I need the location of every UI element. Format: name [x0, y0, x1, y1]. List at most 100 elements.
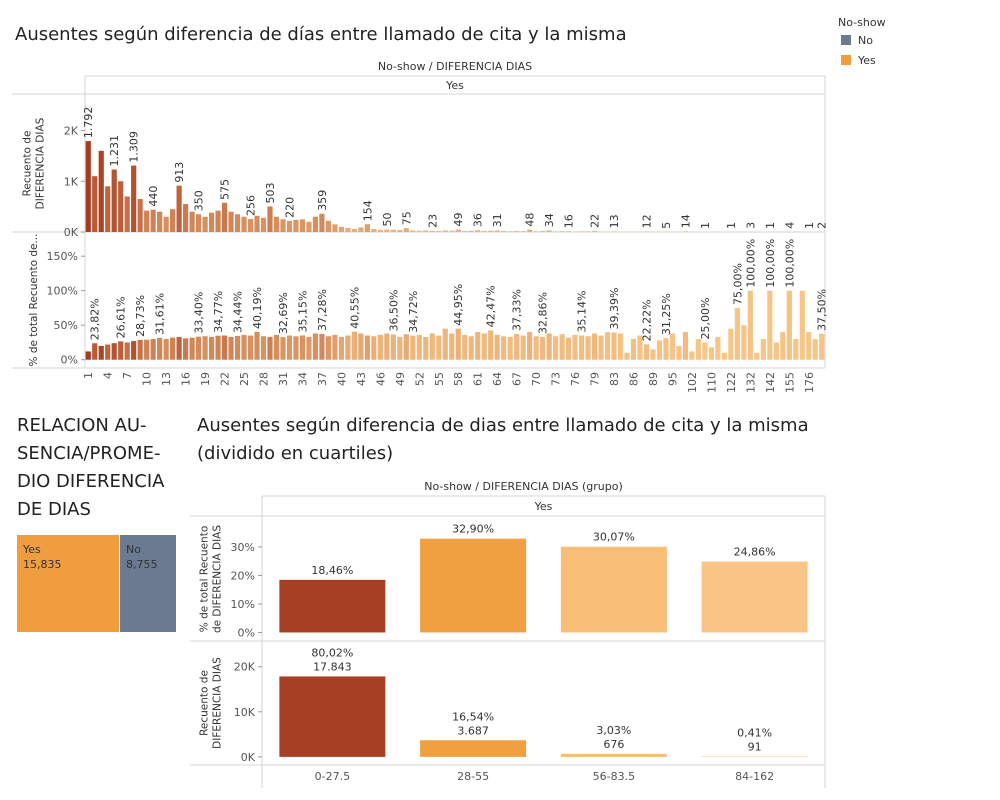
chart-title: RELACION AU-	[17, 415, 147, 436]
data-label: 503	[264, 182, 277, 203]
y-axis-label: DIFERENCIA DIAS	[35, 117, 47, 209]
data-label: 17.843	[313, 660, 352, 673]
data-label: 256	[245, 195, 258, 216]
bar	[591, 230, 598, 232]
x-tick-label: 0-27.5	[315, 770, 350, 783]
bar	[598, 231, 604, 232]
bar	[420, 538, 527, 633]
bar	[371, 228, 377, 232]
bar	[514, 333, 520, 360]
bar	[221, 202, 228, 232]
data-label: 49	[452, 213, 465, 227]
bar	[384, 333, 390, 360]
bar	[617, 333, 624, 360]
x-tick-label: 25	[238, 372, 251, 386]
data-label: 75,00%	[731, 263, 744, 305]
bar	[183, 204, 189, 232]
bar	[780, 332, 786, 360]
bar	[546, 333, 552, 360]
bar	[442, 328, 448, 360]
bar	[507, 336, 513, 360]
bar	[488, 230, 494, 232]
x-tick-label: 142	[764, 372, 777, 393]
y-axis-label: de DIFERENCIA DIAS	[212, 525, 224, 633]
bar	[560, 753, 667, 757]
bar	[721, 352, 727, 360]
bar	[553, 231, 559, 232]
bar	[280, 337, 286, 360]
bar	[189, 211, 195, 232]
data-label: 100,00%	[744, 239, 757, 288]
data-label: 22	[589, 214, 602, 228]
bar	[578, 335, 585, 360]
bar	[423, 336, 429, 360]
y-tick-label: 10K	[234, 706, 256, 719]
bar	[144, 339, 150, 360]
legend-title: No-show	[838, 16, 886, 29]
data-label: 0,41%	[737, 726, 772, 739]
data-label: 40,55%	[348, 287, 361, 329]
x-tick-label: 122	[725, 372, 738, 393]
data-label: 16,54%	[452, 710, 494, 723]
bar	[208, 212, 215, 232]
bar	[559, 231, 565, 232]
bar	[494, 230, 500, 232]
bar	[572, 334, 578, 360]
data-label: 25,00%	[699, 298, 712, 340]
data-label: 37,50%	[816, 289, 829, 331]
bar	[754, 352, 760, 360]
bar	[630, 339, 637, 360]
data-label: 33,40%	[193, 292, 206, 334]
x-tick-label: 37	[316, 372, 329, 386]
bar	[540, 230, 546, 232]
y-tick-label: 50%	[54, 319, 78, 332]
bar	[403, 334, 409, 360]
data-label: 35,14%	[576, 291, 589, 333]
bar	[397, 336, 403, 360]
bar	[345, 335, 351, 360]
bar	[234, 335, 241, 360]
bar	[520, 231, 526, 232]
bar	[364, 335, 370, 360]
data-label: 5	[660, 222, 673, 229]
data-label: 100,00%	[783, 239, 796, 288]
y-tick-label: 10%	[231, 598, 255, 611]
data-label: 154	[361, 200, 374, 221]
bar	[397, 229, 403, 232]
header: No-show / DIFERENCIA DIAS	[378, 60, 532, 73]
bar	[676, 345, 682, 360]
bar	[669, 333, 676, 360]
data-label: 35,15%	[296, 290, 309, 332]
data-label: 1	[764, 222, 777, 229]
bar	[410, 230, 416, 232]
bar	[416, 334, 422, 360]
treemap-cell	[17, 535, 120, 632]
bar	[137, 199, 143, 232]
data-label: 1.792	[82, 107, 95, 139]
bar	[105, 344, 111, 360]
cell-value: 8,755	[126, 558, 158, 571]
bar	[332, 224, 338, 232]
data-label: 100,00%	[764, 239, 777, 288]
x-tick-label: 61	[472, 372, 485, 386]
bar	[247, 219, 254, 232]
x-tick-label: 1	[82, 372, 95, 379]
data-label: 16	[563, 214, 576, 228]
bar	[332, 334, 338, 360]
chart-title: SENCIA/PROME-	[17, 443, 160, 464]
bar	[611, 332, 617, 360]
x-tick-label: 67	[511, 372, 524, 386]
data-label: 2	[816, 222, 829, 229]
bar	[527, 229, 533, 232]
data-label: 50	[381, 212, 394, 226]
bar	[338, 336, 344, 360]
x-tick-label: 10	[141, 372, 154, 386]
x-tick-label: 46	[374, 372, 387, 386]
bar	[403, 228, 409, 232]
bar	[449, 230, 455, 232]
bar	[325, 336, 332, 360]
bar	[228, 336, 234, 360]
bar	[410, 335, 416, 360]
bar	[611, 231, 617, 232]
bar	[85, 351, 91, 360]
